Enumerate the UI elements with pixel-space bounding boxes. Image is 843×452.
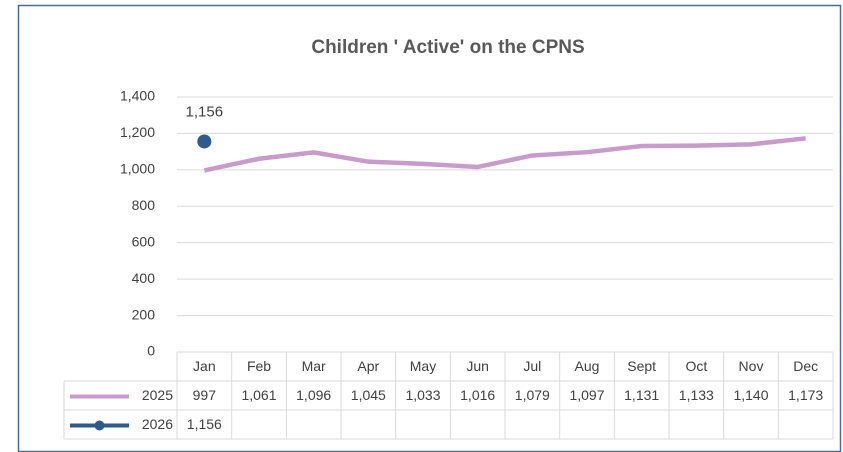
y-tick-label: 600 xyxy=(132,233,156,249)
table-cell: 997 xyxy=(193,387,217,403)
table-cell: 1,061 xyxy=(241,387,276,403)
x-tick-label: May xyxy=(410,358,436,374)
y-tick-label: 200 xyxy=(132,306,156,322)
x-tick-label: Jul xyxy=(523,358,541,374)
y-tick-label: 1,200 xyxy=(120,124,155,140)
y-tick-label: 400 xyxy=(132,270,156,286)
y-tick-label: 0 xyxy=(147,343,155,359)
table-cell: 1,156 xyxy=(187,416,222,432)
x-tick-label: Oct xyxy=(685,358,707,374)
y-tick-label: 1,000 xyxy=(120,161,155,177)
x-tick-label: Jan xyxy=(193,358,216,374)
x-tick-label: Dec xyxy=(793,358,818,374)
legend-label: 2026 xyxy=(142,416,173,432)
point xyxy=(197,134,212,149)
x-tick-label: Feb xyxy=(247,358,271,374)
x-tick-label: Mar xyxy=(302,358,326,374)
x-tick-label: Jun xyxy=(466,358,489,374)
y-tick-label: 800 xyxy=(132,197,156,213)
x-tick-label: Aug xyxy=(575,358,600,374)
table-cell: 1,131 xyxy=(624,387,659,403)
data-label: 1,156 xyxy=(186,103,224,120)
table-cell: 1,133 xyxy=(679,387,714,403)
table-cell: 1,173 xyxy=(788,387,823,403)
table-cell: 1,079 xyxy=(515,387,550,403)
x-tick-label: Nov xyxy=(739,358,764,374)
chart-frame xyxy=(17,4,842,452)
table-cell: 1,033 xyxy=(405,387,440,403)
y-tick-label: 1,400 xyxy=(120,88,155,104)
x-tick-label: Apr xyxy=(357,358,379,374)
legend-label: 2025 xyxy=(142,387,173,403)
table-cell: 1,045 xyxy=(351,387,386,403)
chart-title: Children ' Active' on the CPNS xyxy=(311,37,584,58)
legend-marker xyxy=(94,420,105,431)
table-cell: 1,097 xyxy=(569,387,604,403)
line xyxy=(203,136,806,173)
table-cell: 1,016 xyxy=(460,387,495,403)
x-tick-label: Sept xyxy=(627,358,656,374)
table-cell: 1,096 xyxy=(296,387,331,403)
table-cell: 1,140 xyxy=(733,387,768,403)
